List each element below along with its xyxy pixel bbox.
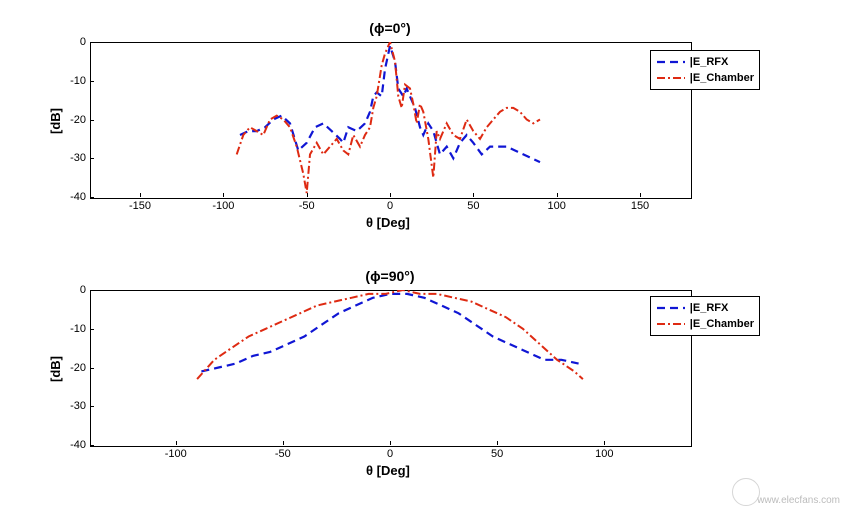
legend-swatch (656, 317, 686, 331)
ytick-mark (90, 445, 94, 446)
chart-top-svg (90, 42, 690, 197)
chart-bottom-ytick: -10 (58, 323, 86, 335)
chart-top-xlabel: θ [Deg] (366, 215, 410, 230)
chart-top-xtick: -50 (299, 200, 315, 212)
chart-top-legend: |E_RFX |E_Chamber (650, 50, 760, 90)
chart-top-xtick: 100 (547, 200, 565, 212)
chart-top-xtick: 50 (467, 200, 479, 212)
chart-bottom-series-E_RFX (201, 294, 578, 372)
chart-top-ytick: -20 (58, 114, 86, 126)
chart-bottom-legend: |E_RFX |E_Chamber (650, 296, 760, 336)
chart-top-ytick: 0 (58, 36, 86, 48)
chart-bottom-xlabel: θ [Deg] (366, 463, 410, 478)
chart-bottom-ytick: 0 (58, 284, 86, 296)
chart-bottom-xtick: 50 (491, 448, 503, 460)
chart-bottom-xtick: 100 (595, 448, 613, 460)
legend-label: |E_Chamber (690, 72, 754, 84)
legend-row: |E_RFX (656, 300, 754, 316)
watermark-icon (732, 478, 760, 506)
legend-label: |E_RFX (690, 302, 729, 314)
chart-bottom-ytick: -20 (58, 362, 86, 374)
legend-label: |E_RFX (690, 56, 729, 68)
chart-bottom-xtick: -50 (275, 448, 291, 460)
chart-bottom-xtick: 0 (387, 448, 393, 460)
chart-top-series-E_Chamber (237, 42, 540, 193)
legend-swatch (656, 71, 686, 85)
chart-bottom-ytick: -40 (58, 439, 86, 451)
legend-swatch (656, 55, 686, 69)
ytick-mark (90, 197, 94, 198)
legend-label: |E_Chamber (690, 318, 754, 330)
legend-swatch (656, 301, 686, 315)
chart-bottom-svg (90, 290, 690, 445)
legend-row: |E_Chamber (656, 70, 754, 86)
chart-bottom-title: (ϕ=90°) (290, 268, 490, 284)
chart-top-ytick: -10 (58, 75, 86, 87)
chart-bottom-ytick: -30 (58, 400, 86, 412)
chart-top-xtick: -100 (212, 200, 234, 212)
chart-bottom-series-E_Chamber (197, 290, 583, 379)
legend-row: |E_Chamber (656, 316, 754, 332)
chart-top-xtick: -150 (129, 200, 151, 212)
chart-top-series-E_RFX (240, 46, 540, 162)
chart-top-xtick: 150 (631, 200, 649, 212)
watermark-text: www.elecfans.com (757, 495, 840, 506)
chart-top-ytick: -30 (58, 152, 86, 164)
chart-top-title: (ϕ=0°) (290, 20, 490, 36)
chart-top-ytick: -40 (58, 191, 86, 203)
chart-bottom-xtick: -100 (165, 448, 187, 460)
legend-row: |E_RFX (656, 54, 754, 70)
chart-top-xtick: 0 (387, 200, 393, 212)
